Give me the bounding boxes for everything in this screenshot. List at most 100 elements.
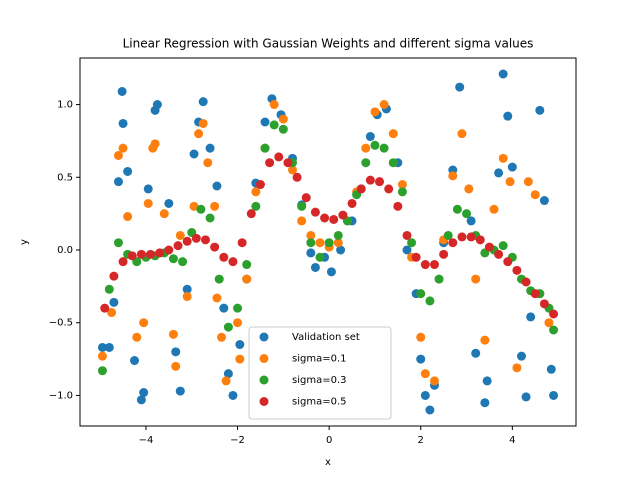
scatter-point [301,193,311,203]
scatter-point [196,204,206,214]
scatter-point [384,184,394,194]
scatter-point [503,111,513,121]
scatter-point [471,348,481,358]
scatter-point [416,354,426,364]
scatter-point [210,201,220,211]
scatter-point [484,242,494,252]
scatter-point [546,364,556,374]
scatter-point [97,351,107,361]
scatter-point [189,201,199,211]
scatter-point [168,329,178,339]
scatter-point [455,82,465,92]
scatter-point [265,158,275,168]
scatter-point [480,398,490,408]
y-tick-label: 1.0 [57,100,73,111]
scatter-point [494,249,504,259]
scatter-point [219,252,229,262]
x-tick-label: 2 [418,435,424,446]
scatter-point [480,335,490,345]
scatter-point [235,340,245,350]
x-axis-label: x [325,457,331,468]
scatter-point [464,184,474,194]
legend-marker [259,375,269,385]
scatter-point [375,177,385,187]
scatter-point [260,117,270,127]
scatter-point [191,233,201,243]
scatter-point [333,238,343,248]
scatter-point [466,232,476,242]
scatter-point [97,342,107,352]
legend-label: sigma=0.1 [292,354,347,365]
scatter-point [200,235,210,245]
scatter-point [223,322,233,332]
scatter-point [219,303,229,313]
scatter-point [228,390,238,400]
scatter-point [139,388,149,398]
scatter-point [242,260,252,270]
scatter-point [182,236,192,246]
scatter-point [503,257,513,267]
scatter-point [549,325,559,335]
scatter-point [198,118,208,128]
scatter-point [457,129,467,139]
scatter-point [443,230,453,240]
scatter-point [155,248,165,258]
scatter-point [365,132,375,142]
scatter-point [235,354,245,364]
legend-label: sigma=0.3 [292,375,347,386]
scatter-point [242,274,252,284]
scatter-point [118,257,128,267]
scatter-point [297,216,307,226]
scatter-point [507,162,517,172]
legend-marker [259,332,269,342]
scatter-point [549,390,559,400]
x-tick-label: −4 [139,435,154,446]
scatter-point [494,168,504,178]
scatter-point [425,405,435,415]
scatter-point [269,120,279,130]
scatter-point [425,296,435,306]
scatter-point [457,232,467,242]
scatter-point [361,158,371,168]
scatter-point [214,274,224,284]
scatter-point [306,248,316,258]
scatter-point [251,201,261,211]
scatter-point [498,69,508,79]
scatter-point [194,129,204,139]
scatter-point [278,124,288,134]
scatter-point [127,251,137,261]
scatter-point [228,257,238,267]
scatter-point [269,100,279,110]
scatter-point [505,177,515,187]
scatter-point [237,238,247,248]
scatter-point [288,165,298,175]
scatter-point [539,299,549,309]
y-tick-label: −0.5 [49,318,73,329]
scatter-point [175,230,185,240]
scatter-point [205,213,215,223]
x-tick-label: 4 [509,435,515,446]
scatter-point [482,376,492,386]
scatter-point [530,289,540,299]
scatter-point [171,361,181,371]
scatter-point [109,297,119,307]
scatter-point [326,267,336,277]
scatter-point [150,139,160,149]
scatter-point [526,312,536,322]
scatter-point [113,238,123,248]
scatter-point [356,184,366,194]
scatter-point [539,196,549,206]
scatter-point [544,318,554,328]
scatter-point [203,158,213,168]
scatter-point [516,351,526,361]
scatter-point [152,100,162,110]
scatter-point [178,257,188,267]
scatter-point [512,363,522,373]
scatter-point [292,172,302,182]
scatter-point [310,207,320,217]
chart-title: Linear Regression with Gaussian Weights … [123,37,534,51]
scatter-point [448,171,458,181]
scatter-point [143,198,153,208]
x-tick-label: −2 [230,435,245,446]
scatter-point [336,245,346,255]
